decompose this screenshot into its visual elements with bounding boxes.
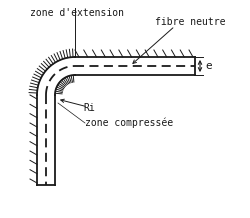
Text: zone d'extension: zone d'extension <box>30 8 124 18</box>
Text: e: e <box>205 61 212 71</box>
Text: zone compressée: zone compressée <box>85 117 173 128</box>
Text: Ri: Ri <box>83 103 95 113</box>
Text: fibre neutre: fibre neutre <box>155 17 226 27</box>
